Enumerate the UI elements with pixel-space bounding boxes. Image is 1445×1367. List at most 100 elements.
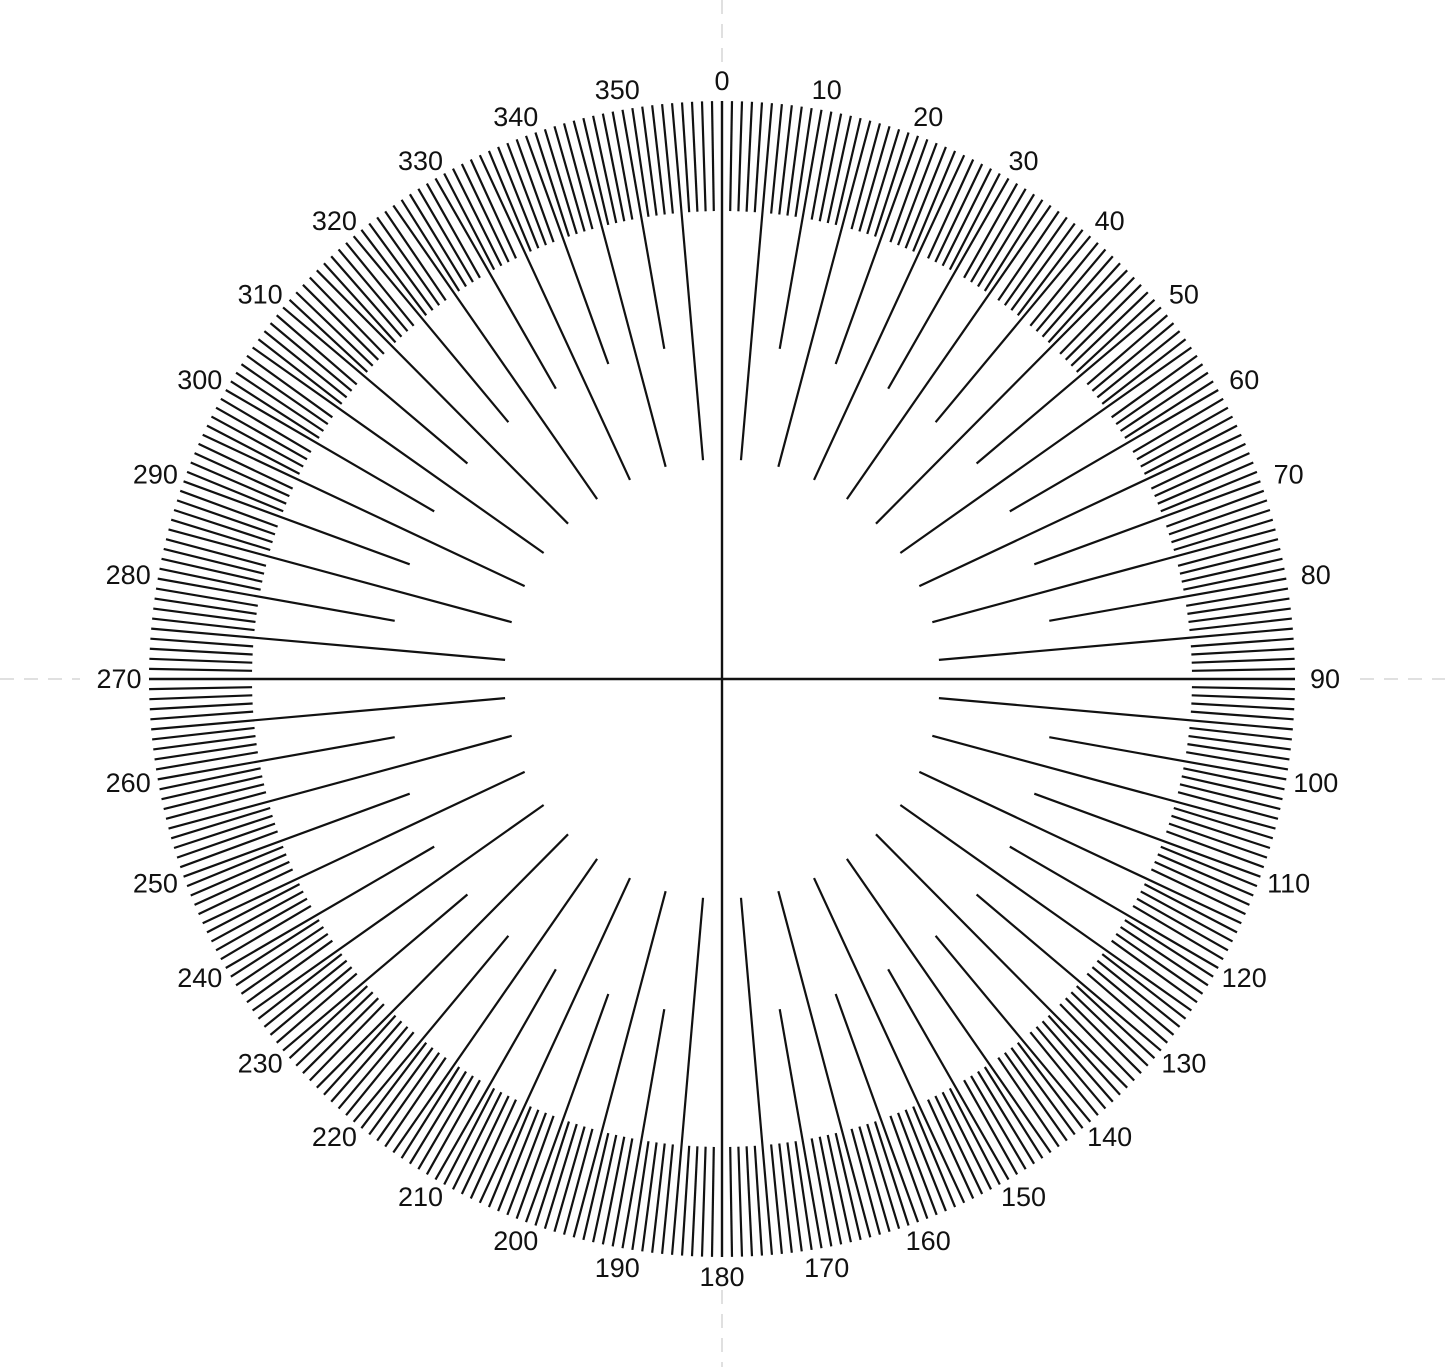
tick-199 [534, 1121, 571, 1226]
tick-169 [810, 1138, 833, 1247]
tick-63 [1140, 415, 1234, 468]
long-tick-15 [777, 120, 872, 468]
long-tick-245 [202, 770, 526, 925]
tick-149 [963, 1079, 1019, 1175]
tick-334 [469, 159, 517, 259]
tick-304 [246, 354, 333, 419]
long-tick-275 [151, 627, 506, 661]
tick-331 [443, 172, 496, 271]
tick-18 [866, 128, 901, 235]
tick-128 [1091, 966, 1175, 1036]
tick-139 [1029, 1031, 1099, 1116]
tick-102 [1181, 775, 1283, 801]
degree-label-20: 20 [913, 102, 943, 132]
tick-213 [408, 1070, 467, 1165]
tick-219 [360, 1042, 428, 1129]
tick-132 [1070, 991, 1149, 1067]
tick-23 [904, 146, 947, 249]
tick-79 [1183, 567, 1285, 591]
tick-101 [1183, 767, 1285, 791]
tick-119 [1132, 904, 1224, 961]
tick-142 [1010, 1047, 1076, 1136]
long-tick-320 [352, 235, 510, 423]
tick-114 [1150, 868, 1246, 916]
degree-label-50: 50 [1169, 280, 1199, 310]
tick-136 [1047, 1014, 1121, 1096]
tick-314 [309, 276, 385, 355]
long-tick-50 [975, 306, 1162, 465]
tick-308 [269, 322, 353, 392]
long-tick-5 [739, 103, 774, 461]
tick-198 [543, 1123, 578, 1230]
tick-122 [1119, 926, 1209, 987]
tick-249 [186, 845, 284, 888]
tick-72 [1168, 499, 1268, 536]
tick-marks [149, 101, 1295, 1257]
tick-107 [1171, 814, 1271, 850]
tick-233 [263, 959, 348, 1028]
tick-342 [543, 128, 578, 235]
tick-24 [912, 150, 957, 252]
tick-234 [257, 953, 343, 1020]
long-tick-230 [282, 893, 469, 1052]
tick-97 [1188, 734, 1291, 751]
tick-117 [1140, 890, 1234, 943]
tick-133 [1064, 997, 1142, 1074]
tick-112 [1157, 853, 1254, 897]
tick-21 [889, 139, 929, 243]
tick-2 [737, 101, 744, 212]
tick-301 [230, 380, 320, 439]
tick-238 [235, 926, 325, 987]
tick-349 [611, 111, 634, 220]
degree-label-320: 320 [312, 206, 357, 236]
degree-label-270: 270 [96, 664, 141, 694]
degree-label-100: 100 [1293, 768, 1338, 798]
tick-209 [443, 1087, 496, 1186]
tick-44 [1047, 262, 1121, 344]
tick-9 [794, 107, 813, 217]
long-tick-20 [834, 135, 920, 365]
tick-344 [562, 123, 594, 230]
long-tick-130 [975, 893, 1162, 1052]
tick-358 [700, 101, 707, 212]
tick-26 [927, 159, 975, 259]
degree-label-90: 90 [1310, 664, 1340, 694]
tick-313 [302, 284, 380, 361]
tick-293 [194, 452, 290, 498]
tick-333 [460, 163, 510, 263]
long-tick-195 [572, 890, 667, 1238]
degree-label-280: 280 [106, 560, 151, 590]
tick-67 [1154, 452, 1250, 498]
tick-251 [179, 830, 278, 869]
tick-127 [1096, 959, 1181, 1028]
tick-261 [155, 751, 258, 771]
degree-label-330: 330 [398, 146, 443, 176]
long-tick-110 [1033, 792, 1261, 878]
tick-62 [1136, 406, 1229, 461]
long-tick-295 [202, 433, 526, 588]
tick-191 [611, 1138, 634, 1247]
tick-56 [1111, 354, 1198, 419]
tick-159 [889, 1115, 929, 1219]
tick-121 [1124, 919, 1214, 978]
tick-254 [170, 806, 271, 840]
tick-336 [487, 150, 532, 252]
tick-273 [149, 647, 253, 656]
tick-356 [680, 102, 691, 213]
long-tick-70 [1033, 480, 1261, 566]
tick-64 [1143, 424, 1238, 475]
tick-228 [295, 991, 374, 1067]
tick-16 [850, 123, 882, 230]
tick-202 [506, 1112, 547, 1216]
tick-92 [1191, 694, 1295, 701]
tick-212 [417, 1075, 474, 1170]
tick-269 [149, 686, 253, 691]
tick-29 [948, 172, 1001, 271]
long-tick-300 [225, 389, 435, 513]
long-tick-45 [875, 269, 1128, 525]
tick-253 [173, 814, 273, 850]
tick-143 [1003, 1052, 1068, 1142]
tick-194 [582, 1132, 610, 1241]
long-tick-115 [918, 770, 1242, 925]
tick-124 [1111, 939, 1198, 1004]
